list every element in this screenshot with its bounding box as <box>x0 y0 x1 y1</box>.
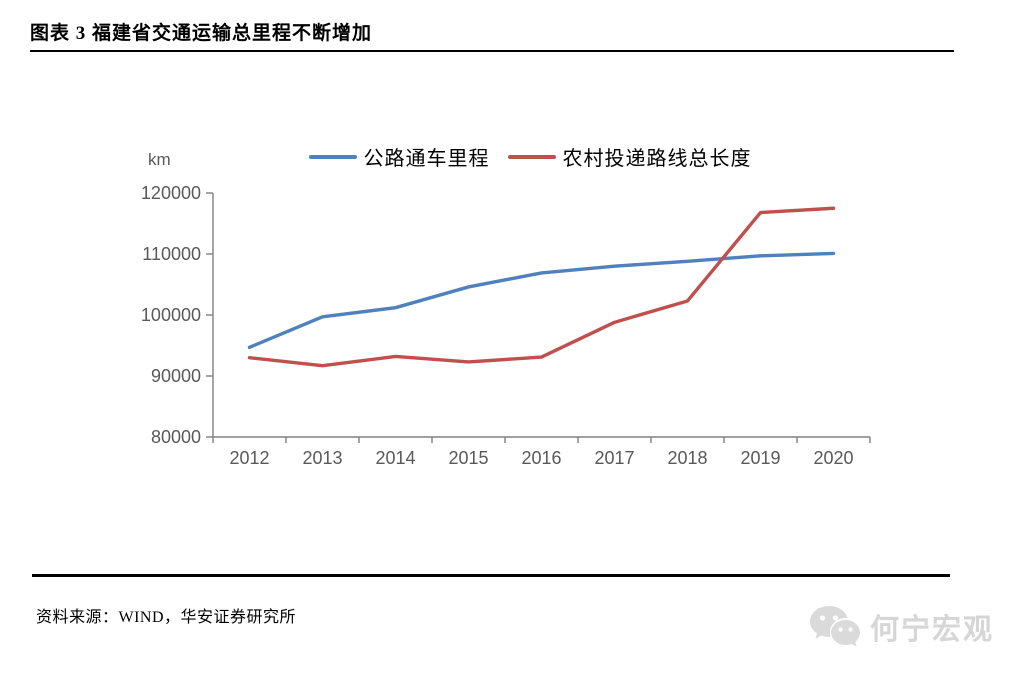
y-tick-label: 80000 <box>151 427 201 447</box>
legend-item-rural-delivery: 农村投递路线总长度 <box>507 142 752 171</box>
chart-legend: 公路通车里程 农村投递路线总长度 <box>240 142 820 171</box>
y-tick-label: 100000 <box>141 305 201 325</box>
x-tick-label: 2017 <box>594 448 634 468</box>
y-tick-label: 120000 <box>141 183 201 203</box>
source-note: 资料来源：WIND，华安证券研究所 <box>36 609 297 626</box>
watermark: 何宁宏观 <box>808 604 994 650</box>
watermark-text: 何宁宏观 <box>869 614 994 646</box>
series-line-0 <box>247 251 836 350</box>
x-tick-label: 2015 <box>448 448 488 468</box>
y-axis-unit-label: km <box>148 150 171 169</box>
x-tick-label: 2012 <box>229 448 269 468</box>
bottom-divider <box>32 574 950 577</box>
x-tick-label: 2016 <box>521 448 561 468</box>
legend-label-highway: 公路通车里程 <box>363 148 490 170</box>
x-tick-label: 2020 <box>813 448 853 468</box>
line-chart: 80000 90000 100000 110000 120000 2012 2013 2014… <box>141 183 871 468</box>
x-tick-label: 2013 <box>302 448 342 468</box>
figure-title-block: 图表 3 福建省交通运输总里程不断增加 <box>30 18 954 52</box>
legend-swatch-blue <box>308 154 357 159</box>
x-tick-label: 2018 <box>667 448 707 468</box>
y-tick-label: 90000 <box>151 366 201 386</box>
legend-item-highway: 公路通车里程 <box>308 142 490 171</box>
x-tick-label: 2014 <box>375 448 415 468</box>
series-line-1 <box>247 206 836 368</box>
y-tick-label: 110000 <box>142 244 201 264</box>
legend-label-rural-delivery: 农村投递路线总长度 <box>562 148 752 170</box>
x-tick-label: 2019 <box>740 448 780 468</box>
figure-title: 图表 3 福建省交通运输总里程不断增加 <box>30 23 373 44</box>
wechat-icon <box>809 606 860 647</box>
legend-swatch-red <box>507 154 556 159</box>
